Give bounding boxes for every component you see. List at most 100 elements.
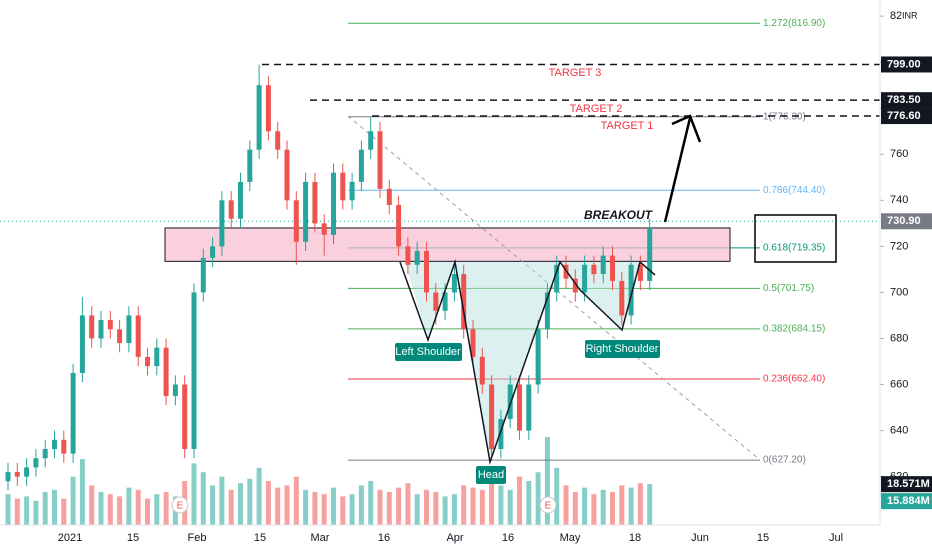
- time-axis: [0, 525, 932, 550]
- candle-body: [331, 172, 336, 235]
- arrow: [663, 117, 692, 223]
- candle-body: [303, 181, 309, 242]
- volume-bar: [368, 481, 374, 525]
- pattern-outline: [399, 259, 656, 465]
- fib-label: 0.786(744.40): [763, 185, 825, 196]
- candle-body: [489, 384, 495, 450]
- candle-body: [582, 264, 588, 293]
- axis-layer: 620640660680700720740760780800820INR799.…: [58, 9, 932, 544]
- volume-bar: [145, 498, 150, 525]
- volume-bar: [33, 500, 39, 525]
- y-tick-label: 660: [890, 378, 908, 390]
- volume-layer: [5, 437, 653, 525]
- volume-bar: [247, 478, 253, 525]
- volume-bar: [489, 470, 495, 525]
- fib-label: 0.382(684.15): [763, 324, 825, 335]
- y-tick-label: 700: [890, 286, 908, 298]
- candle-body: [572, 278, 578, 293]
- volume-bar: [303, 489, 309, 525]
- candle-body: [33, 458, 39, 468]
- x-tick-label: Jun: [691, 532, 709, 544]
- price-tag: [881, 92, 932, 109]
- candle-body: [238, 181, 243, 219]
- volume-bar: [637, 483, 643, 525]
- candle-body: [386, 188, 392, 205]
- y-tick-label: 680: [890, 332, 908, 344]
- price-tag: [881, 493, 932, 510]
- candle-layer: [5, 64, 653, 491]
- volume-bar: [563, 485, 569, 525]
- candle-body: [52, 439, 57, 450]
- box: [754, 214, 837, 263]
- candle-body: [219, 200, 225, 247]
- volume-bar: [628, 487, 634, 525]
- candle-body: [414, 250, 420, 265]
- volume-bar: [349, 494, 355, 525]
- candle-body: [191, 292, 197, 450]
- candle-body: [498, 419, 504, 450]
- candle-body: [544, 292, 550, 330]
- earnings-marker: E E: [171, 496, 557, 514]
- candle-body: [507, 384, 513, 420]
- volume-bar: [238, 483, 243, 525]
- candle-body: [200, 257, 206, 293]
- fib-label: 1(776.30): [763, 111, 806, 122]
- volume-bar: [321, 494, 327, 525]
- candle-body: [610, 255, 615, 281]
- price-tag: [881, 56, 932, 73]
- volume-bar: [451, 494, 457, 525]
- candle-body: [275, 131, 281, 150]
- fib-label: 0(627.20): [763, 455, 806, 466]
- candle-body: [600, 255, 606, 275]
- resistance-zone: [164, 227, 731, 262]
- volume-bar: [396, 487, 402, 525]
- price-tag: [881, 476, 932, 493]
- label-bg: [395, 343, 462, 361]
- volume-bar: [544, 437, 550, 525]
- left-shoulder-label: Left Shoulder: [395, 346, 461, 358]
- target-label: TARGET 1: [601, 120, 654, 132]
- candle-body: [265, 85, 271, 132]
- target-label: TARGET 3: [549, 67, 602, 79]
- candle-body: [628, 264, 634, 316]
- y-tick-label: 820: [890, 10, 908, 22]
- volume-bar: [107, 494, 113, 525]
- fib-label: 0.618(719.35): [763, 243, 825, 254]
- volume-bar: [507, 489, 513, 525]
- x-tick-label: Jul: [829, 532, 843, 544]
- x-tick-label: May: [560, 532, 581, 544]
- volume-bar: [414, 494, 420, 525]
- volume-bar: [405, 483, 411, 525]
- candle-body: [647, 227, 653, 281]
- candle-body: [79, 315, 85, 374]
- candle-body: [154, 347, 160, 367]
- x-tick-label: 15: [254, 532, 266, 544]
- volume-bar: [256, 467, 262, 525]
- candle-body: [451, 274, 457, 293]
- candle-body: [405, 246, 411, 265]
- candle-body: [42, 449, 48, 459]
- price-axis: [880, 0, 932, 550]
- candle-body: [396, 204, 402, 247]
- volume-bar: [535, 472, 541, 525]
- candle-body: [424, 250, 429, 293]
- volume-bar: [126, 487, 132, 525]
- earnings-label: E: [177, 501, 184, 512]
- volume-bar: [498, 485, 504, 525]
- volume-bar: [163, 492, 169, 525]
- volume-bar: [42, 492, 48, 525]
- volume-bar: [470, 487, 476, 525]
- x-tick-label: Mar: [311, 532, 330, 544]
- candle-body: [5, 472, 11, 482]
- candle-body: [349, 181, 355, 201]
- volume-bar: [284, 485, 290, 525]
- x-tick-label: 15: [757, 532, 769, 544]
- volume-bar: [461, 485, 467, 525]
- volume-bar: [340, 496, 346, 525]
- y-tick-label: 740: [890, 194, 908, 206]
- price-tag-label: 799.00: [887, 58, 921, 70]
- volume-bar: [647, 484, 653, 525]
- price-tag: [881, 108, 932, 125]
- price-tag: [881, 213, 932, 230]
- volume-bar: [591, 494, 597, 525]
